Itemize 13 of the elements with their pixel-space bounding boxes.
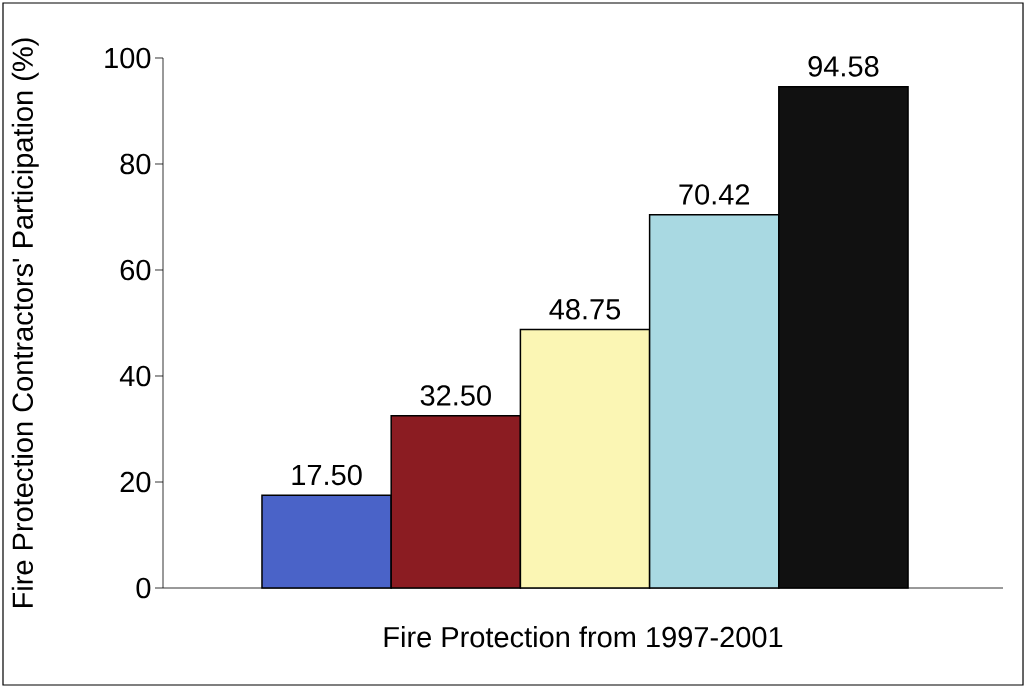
- data-label: 94.58: [808, 56, 879, 77]
- data-label: 70.42: [679, 184, 750, 205]
- y-tick-label: 80: [120, 153, 151, 175]
- y-tick-label: 0: [136, 577, 151, 599]
- data-label: 32.50: [420, 385, 491, 406]
- y-tick-label: 20: [120, 471, 151, 493]
- data-label: 17.50: [292, 464, 362, 486]
- y-tick-label: 40: [119, 365, 151, 387]
- data-label: 48.75: [549, 299, 621, 320]
- y-tick-label: 100: [105, 47, 151, 69]
- y-tick-label: 60: [120, 259, 151, 281]
- y-axis-title: Fire Protection Contractors' Participation (%): [11, 38, 39, 608]
- x-axis-title: Fire Protection from 1997-2001: [384, 626, 783, 648]
